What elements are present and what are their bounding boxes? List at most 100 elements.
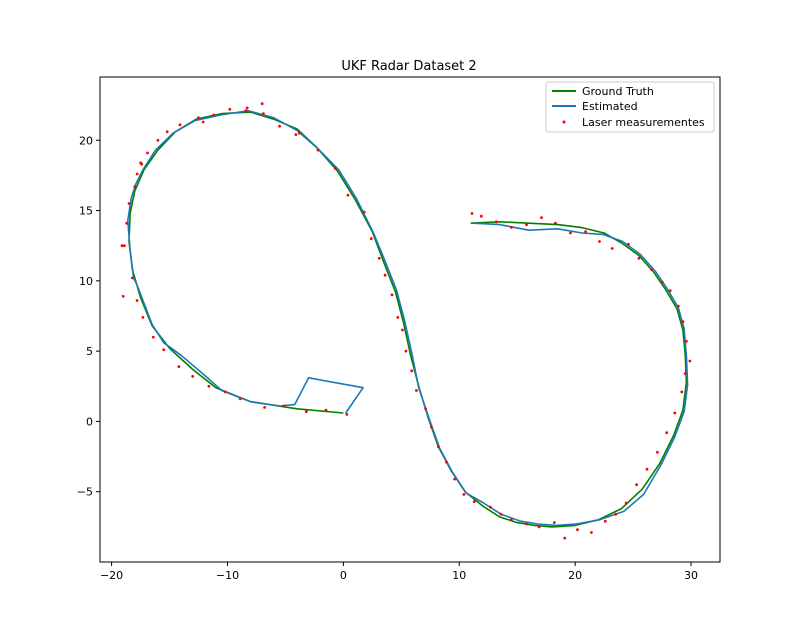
data-point: [676, 304, 680, 308]
data-point: [569, 231, 572, 235]
data-point: [346, 193, 350, 197]
data-point: [139, 161, 143, 165]
data-point: [121, 294, 125, 298]
data-point: [627, 242, 630, 246]
data-point: [260, 102, 264, 106]
data-point: [390, 293, 394, 297]
data-point: [278, 124, 281, 128]
data-point: [201, 120, 205, 124]
data-point: [244, 109, 248, 113]
data-point: [122, 244, 126, 248]
data-point: [688, 359, 692, 363]
data-point: [120, 244, 124, 248]
data-point: [660, 280, 664, 284]
data-point: [510, 226, 513, 229]
data-point: [598, 240, 601, 243]
data-point: [584, 230, 587, 234]
data-point: [499, 512, 503, 516]
data-point: [141, 316, 145, 319]
data-point: [324, 408, 328, 412]
data-point: [472, 500, 476, 503]
data-point: [683, 372, 687, 375]
data-point: [135, 299, 139, 302]
chart-title: UKF Radar Dataset 2: [341, 59, 476, 74]
data-point: [494, 220, 498, 224]
data-point: [510, 518, 513, 522]
data-point: [424, 407, 427, 411]
data-point: [489, 505, 492, 509]
data-point: [614, 512, 618, 516]
data-point: [590, 531, 593, 534]
data-point: [537, 525, 541, 529]
data-point: [635, 483, 638, 487]
data-point: [245, 106, 249, 110]
legend: Ground Truth Estimated Laser measurement…: [545, 81, 715, 133]
series-points-laser-measurementes: [120, 102, 692, 540]
data-point: [624, 501, 628, 505]
data-point: [127, 202, 131, 205]
data-point: [396, 316, 400, 319]
x-tick-label: 0: [340, 569, 347, 582]
data-point: [610, 247, 614, 250]
data-point: [223, 390, 227, 394]
data-point: [178, 123, 182, 127]
data-point: [470, 212, 474, 215]
data-point: [437, 445, 440, 449]
data-point: [316, 148, 320, 152]
data-point: [162, 348, 166, 352]
data-point: [665, 431, 669, 435]
data-point: [238, 397, 242, 401]
data-point: [125, 221, 129, 225]
data-point: [685, 339, 688, 343]
data-point: [131, 276, 134, 280]
data-point: [151, 335, 155, 339]
data-point: [603, 519, 607, 523]
data-point: [263, 406, 266, 409]
data-point: [525, 223, 528, 227]
y-tick-label: 15: [79, 205, 93, 218]
data-point: [650, 268, 653, 271]
data-point: [401, 328, 404, 332]
x-tick-label: 10: [452, 569, 466, 582]
data-point: [540, 216, 543, 220]
data-point: [415, 389, 418, 392]
data-point: [479, 214, 483, 218]
data-point: [552, 521, 556, 524]
data-point: [197, 116, 200, 120]
data-point: [404, 349, 408, 353]
data-point: [554, 221, 557, 225]
data-point: [637, 256, 641, 260]
data-point: [304, 410, 308, 413]
data-point: [212, 113, 216, 117]
data-point: [383, 273, 387, 277]
data-point: [680, 390, 684, 394]
data-point: [333, 167, 337, 170]
data-point: [525, 522, 528, 526]
y-axis: −5 0 5 10 15 20: [77, 134, 100, 499]
data-point: [576, 528, 579, 532]
data-point: [430, 425, 433, 429]
y-tick-label: 5: [86, 345, 93, 358]
data-point: [177, 365, 181, 368]
legend-label-estimated: Estimated: [582, 100, 638, 113]
data-point: [282, 404, 286, 408]
data-point: [410, 369, 414, 373]
series-layer: [120, 102, 692, 540]
data-point: [668, 289, 672, 293]
y-tick-label: 0: [86, 415, 93, 428]
x-tick-label: −20: [100, 569, 123, 582]
data-point: [262, 112, 265, 115]
data-point: [156, 138, 160, 142]
data-point: [191, 375, 195, 378]
legend-label-laser-measurementes: Laser measurementes: [582, 116, 705, 129]
data-point: [207, 384, 211, 388]
data-point: [681, 320, 685, 323]
x-axis: −20 −10 0 10 20 30: [100, 562, 698, 582]
data-point: [165, 130, 169, 134]
data-point: [453, 477, 456, 481]
legend-swatch-laser-measurementes: [562, 120, 566, 124]
y-tick-label: 20: [79, 134, 93, 147]
data-point: [133, 185, 137, 189]
data-point: [645, 467, 649, 471]
